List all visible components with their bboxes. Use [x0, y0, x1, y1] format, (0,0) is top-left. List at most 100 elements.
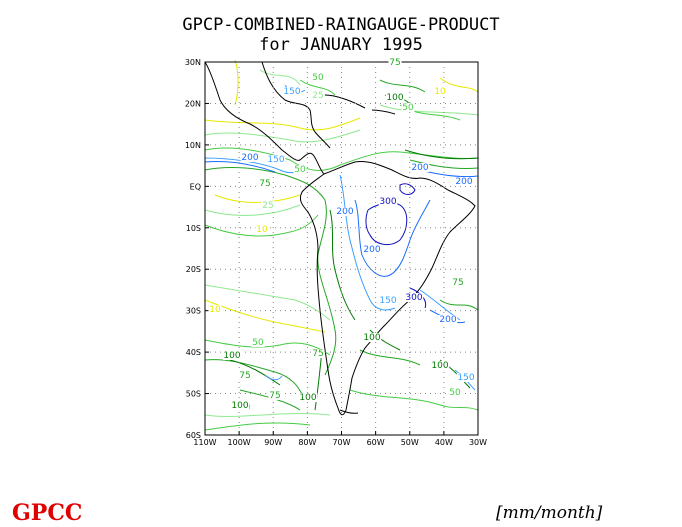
contour-label: 10	[209, 305, 221, 315]
contour-label-bg	[401, 103, 415, 112]
coastline-tierra-del-fuego	[339, 409, 359, 414]
longitude-label: 100W	[228, 438, 251, 447]
contour-label: 50	[294, 165, 306, 175]
contour-label: 150	[379, 296, 396, 306]
longitude-label: 50W	[401, 438, 419, 447]
contour-label-bg	[362, 333, 382, 342]
contour-labels: 1010102525505050505050757575757575100100…	[208, 58, 476, 413]
contour-label: 150	[283, 87, 300, 97]
longitude-label: 70W	[332, 438, 350, 447]
contour-label-bg	[255, 225, 269, 234]
latitude-label: 30S	[186, 307, 201, 316]
contour-label-bg	[268, 391, 282, 400]
gpcc-logo: GPCC	[12, 500, 83, 526]
contour-150	[204, 84, 476, 391]
contour-label: 300	[405, 293, 422, 303]
contour-label-bg	[430, 361, 450, 370]
contour-label: 150	[457, 373, 474, 383]
contour-label-bg	[335, 207, 355, 216]
longitude-label: 60W	[367, 438, 385, 447]
contour-label-bg	[266, 155, 286, 164]
contour-label: 75	[259, 179, 270, 189]
contour-label: 100	[299, 393, 316, 403]
latitude-label: 20S	[186, 265, 201, 274]
contour-label: 200	[363, 245, 380, 255]
units-label: [mm/month]	[496, 503, 603, 523]
contour-label: 25	[312, 91, 323, 101]
coastline-central-america	[204, 61, 331, 175]
contour-label: 75	[312, 349, 323, 359]
contour-label-bg	[388, 58, 402, 67]
longitude-label: 110W	[193, 438, 216, 447]
contour-label: 200	[455, 177, 472, 187]
contour-label-bg	[454, 177, 474, 186]
contour-label: 50	[312, 73, 324, 83]
latitude-axis: 30N 20N 10N EQ 10S 20S 30S 40S 50S 60S	[185, 58, 209, 440]
contour-label: 75	[239, 371, 250, 381]
contour-label-bg	[298, 393, 318, 402]
contour-label-bg	[456, 373, 476, 382]
contour-label: 100	[223, 351, 240, 361]
latitude-label: 40S	[186, 348, 201, 357]
contour-label: 50	[449, 388, 461, 398]
latitude-label: 10S	[186, 224, 201, 233]
contour-label-bg	[438, 315, 458, 324]
coastline-cuba	[324, 94, 366, 109]
contour-label-bg	[378, 197, 398, 206]
contour-label-bg	[311, 91, 325, 100]
contour-label: 75	[389, 58, 400, 68]
contour-label-bg	[378, 296, 398, 305]
contour-25	[204, 69, 479, 417]
latitude-label: 20N	[185, 99, 201, 108]
contour-label-bg	[222, 351, 242, 360]
contour-label-bg	[311, 73, 325, 82]
contour-200	[204, 161, 479, 324]
contour-label: 200	[439, 315, 456, 325]
contour-label-bg	[410, 163, 430, 172]
contour-label-bg	[251, 338, 265, 347]
contour-label-bg	[451, 278, 465, 287]
contour-lines	[204, 59, 479, 431]
contour-label-bg	[362, 245, 382, 254]
contour-label: 50	[252, 338, 264, 348]
contour-75	[204, 79, 479, 411]
contour-label-bg	[311, 349, 325, 358]
contour-50	[204, 79, 479, 431]
contour-label-bg	[261, 201, 275, 210]
contour-label: 100	[231, 401, 248, 411]
contour-label-bg	[258, 179, 272, 188]
contour-label-bg	[208, 305, 222, 314]
contour-label: 150	[267, 155, 284, 165]
latitude-label: 30N	[185, 58, 201, 67]
map-title: GPCP-COMBINED-RAINGAUGE-PRODUCT	[182, 15, 500, 35]
longitude-label: 80W	[298, 438, 316, 447]
contour-label: 100	[431, 361, 448, 371]
longitude-label: 30W	[469, 438, 487, 447]
longitude-label: 90W	[264, 438, 282, 447]
contour-label: 10	[256, 225, 268, 235]
contour-label-bg	[404, 293, 424, 302]
map-subtitle: for JANUARY 1995	[259, 35, 423, 55]
contour-label-bg	[433, 87, 447, 96]
contour-label: 200	[241, 153, 258, 163]
latitude-label: 10N	[185, 141, 201, 150]
contour-label-bg	[448, 388, 462, 397]
contour-label: 75	[269, 391, 280, 401]
contour-label-bg	[282, 87, 302, 96]
contour-label: 200	[411, 163, 428, 173]
contour-label: 200	[336, 207, 353, 217]
contour-label: 300	[379, 197, 396, 207]
contour-label-bg	[240, 153, 260, 162]
coastline-hispaniola	[371, 109, 396, 115]
contour-label-bg	[230, 401, 250, 410]
contour-label: 75	[452, 278, 463, 288]
latitude-label: 50S	[186, 390, 201, 399]
contour-label: 25	[262, 201, 273, 211]
contour-10	[204, 59, 479, 333]
contour-label-bg	[293, 165, 307, 174]
contour-label-bg	[385, 93, 405, 102]
latitude-label: 60S	[186, 431, 201, 440]
contour-label: 100	[386, 93, 403, 103]
longitude-axis: 110W 100W 90W 80W 70W 60W 50W 40W 30W	[193, 431, 487, 447]
